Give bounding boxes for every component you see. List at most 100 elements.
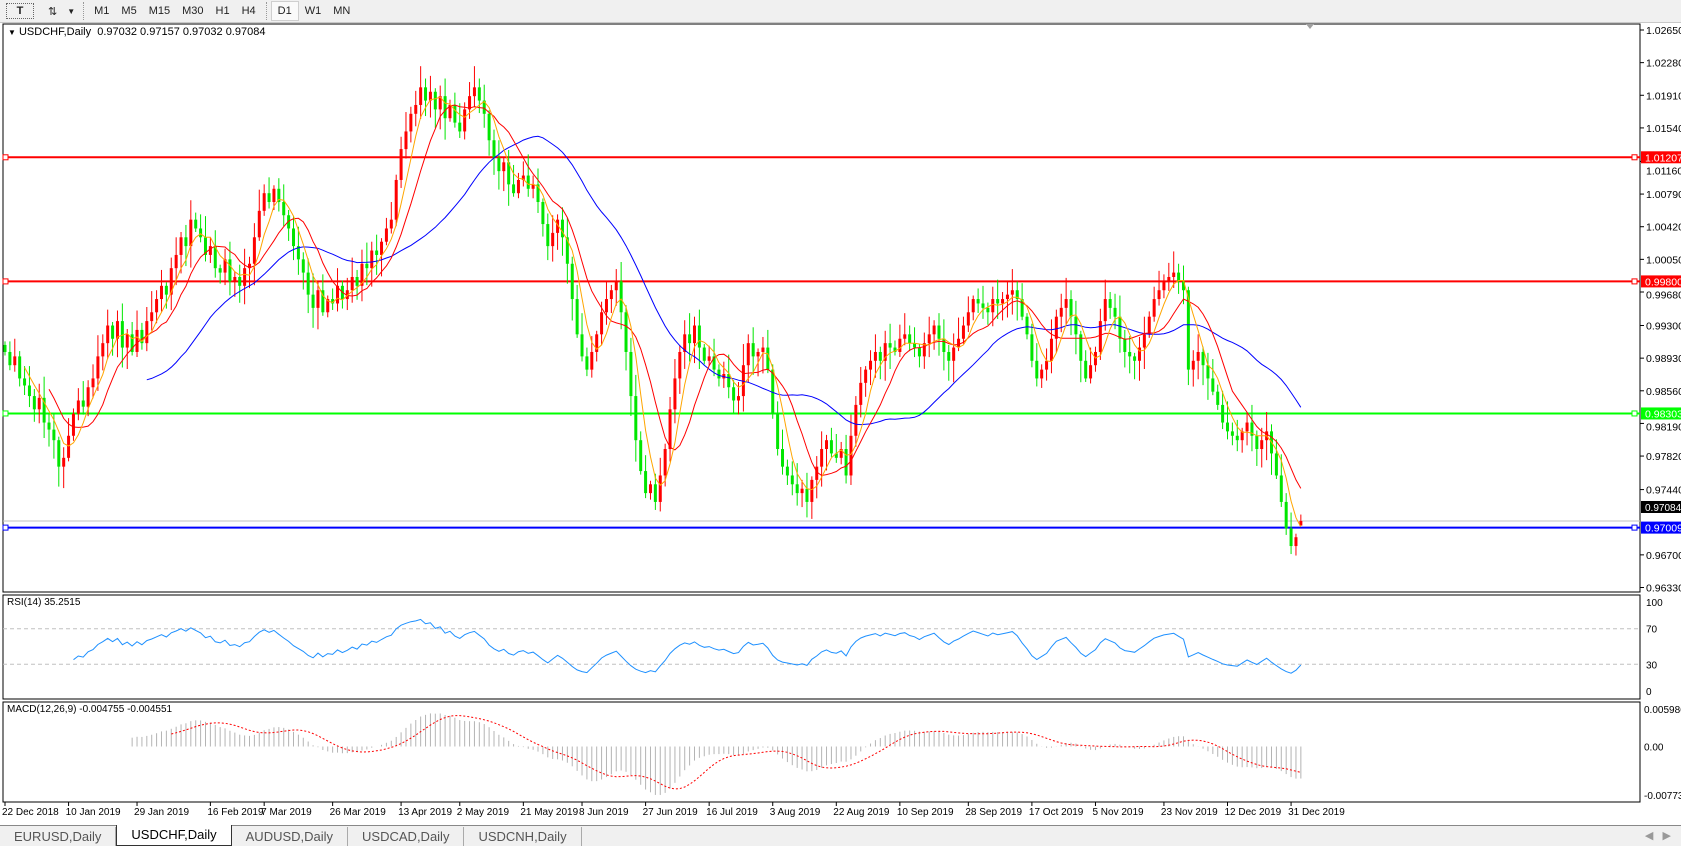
candle-body xyxy=(145,321,149,344)
tab-eurusd[interactable]: EURUSD,Daily xyxy=(0,827,117,846)
candle xyxy=(751,327,755,375)
candle xyxy=(57,436,61,487)
candle-body xyxy=(292,228,296,247)
candle-body xyxy=(1260,440,1264,450)
candle-body xyxy=(394,179,398,220)
candle xyxy=(864,366,868,397)
candle-body xyxy=(898,338,902,352)
candle xyxy=(1196,334,1200,380)
candle-body xyxy=(150,312,154,322)
timeframe-m1-button[interactable]: M1 xyxy=(94,5,110,17)
candle-body xyxy=(922,343,926,357)
candle-body xyxy=(96,356,100,379)
candle-body xyxy=(1059,307,1063,317)
ma-slow-line xyxy=(146,135,1302,426)
candle-body xyxy=(512,184,516,194)
candle-body xyxy=(37,397,41,410)
candle xyxy=(62,447,66,489)
candle xyxy=(248,256,251,289)
candle-body xyxy=(267,193,271,203)
candle-body xyxy=(663,449,667,476)
collapse-triangle-icon[interactable]: ▼ xyxy=(8,28,16,37)
scroll-right-icon[interactable]: ▶ xyxy=(1662,830,1671,842)
line-handle xyxy=(1631,524,1638,531)
candle-body xyxy=(688,334,692,344)
timeframe-m15-button[interactable]: M15 xyxy=(148,5,171,17)
candle xyxy=(683,320,687,369)
date-tick-label: 3 Aug 2019 xyxy=(770,807,821,818)
price-tick-label: 0.99300 xyxy=(1646,321,1681,333)
candle xyxy=(531,175,535,199)
candle xyxy=(1045,348,1049,381)
tab-usdcad[interactable]: USDCAD,Daily xyxy=(348,827,465,846)
candle-body xyxy=(869,360,873,370)
candle xyxy=(292,216,296,261)
candle-body xyxy=(986,307,990,313)
candle-body xyxy=(311,294,315,308)
candle xyxy=(1284,493,1288,535)
candle-body xyxy=(981,303,985,308)
candle-body xyxy=(957,338,961,348)
candle xyxy=(732,380,736,413)
candle xyxy=(986,302,990,325)
macd-signal-line xyxy=(171,715,1301,790)
timeframe-h4-button[interactable]: H4 xyxy=(241,5,256,17)
candle-body xyxy=(86,387,90,407)
candle-body xyxy=(1020,299,1024,317)
candle-body xyxy=(507,162,511,185)
candle-body xyxy=(878,351,882,361)
timeframe-h1-button[interactable]: H1 xyxy=(215,5,230,17)
tab-usdcnh[interactable]: USDCNH,Daily xyxy=(464,827,582,846)
candle-body xyxy=(57,440,61,467)
candle-body xyxy=(1084,360,1088,379)
candle xyxy=(746,334,750,383)
candle xyxy=(971,295,975,321)
candle xyxy=(595,330,599,362)
timeframe-mn-button[interactable]: MN xyxy=(333,5,351,17)
candle-body xyxy=(399,149,403,180)
candle-body xyxy=(932,325,936,335)
arrows-dropdown-icon[interactable]: ⇅ xyxy=(48,5,58,18)
candle xyxy=(164,282,168,309)
candle-body xyxy=(820,449,824,467)
candle xyxy=(277,178,281,212)
candle-body xyxy=(228,259,232,282)
scroll-left-icon[interactable]: ◀ xyxy=(1644,830,1654,842)
candle xyxy=(600,301,604,346)
chevron-down-icon[interactable]: ▼ xyxy=(67,6,76,16)
timeframe-d1-button[interactable]: D1 xyxy=(270,1,299,21)
candle-body xyxy=(575,299,579,335)
date-tick-label: 28 Sep 2019 xyxy=(965,807,1022,818)
candle xyxy=(1299,514,1303,526)
candle-body xyxy=(1152,299,1156,317)
candle xyxy=(932,320,936,350)
candle-body xyxy=(678,351,682,379)
tab-audusd[interactable]: AUDUSD,Daily xyxy=(232,827,349,846)
candle xyxy=(1113,293,1117,330)
candle xyxy=(570,256,574,321)
candle-body xyxy=(184,237,188,247)
symbol-label: USDCHF,Daily xyxy=(18,26,92,38)
text-tool-icon[interactable]: T xyxy=(6,3,34,19)
candle-body xyxy=(345,290,349,300)
rsi-panel xyxy=(2,594,1641,700)
candle-body xyxy=(1137,347,1141,361)
candle xyxy=(1074,300,1078,355)
price-tick-label: 1.01540 xyxy=(1646,123,1681,135)
tab-usdchf[interactable]: USDCHF,Daily xyxy=(116,825,232,846)
candle-body xyxy=(556,219,560,233)
timeframe-w1-button[interactable]: W1 xyxy=(304,5,322,17)
candle xyxy=(1260,427,1264,468)
candle xyxy=(922,332,926,369)
candle-body xyxy=(585,356,589,370)
date-tick-label: 26 Mar 2019 xyxy=(330,807,387,818)
candle-body xyxy=(1074,316,1078,335)
timeframe-m5-button[interactable]: M5 xyxy=(121,5,137,17)
candle xyxy=(883,330,887,381)
timeframe-m30-button[interactable]: M30 xyxy=(182,5,204,17)
candle-body xyxy=(159,285,163,300)
candle xyxy=(981,285,985,319)
candle-body xyxy=(844,449,848,476)
candle xyxy=(516,172,520,199)
